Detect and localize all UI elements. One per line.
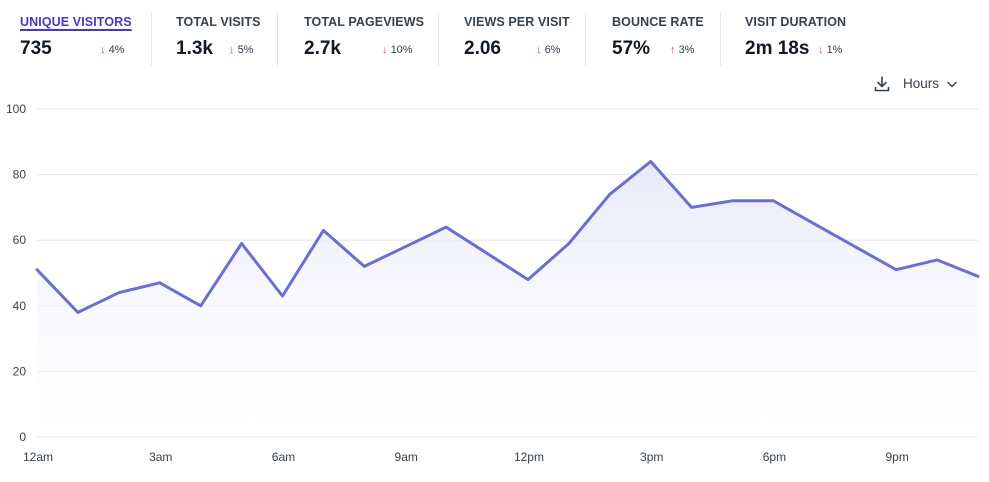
metric-change: ↑ 3% bbox=[670, 44, 695, 56]
metric-label: BOUNCE RATE bbox=[612, 15, 704, 29]
y-axis: 0 20 40 60 80 100 bbox=[6, 102, 26, 444]
data-point[interactable] bbox=[975, 273, 981, 279]
x-axis: 12am 3am 6am 9am 12pm 3pm 6pm 9pm bbox=[23, 450, 909, 464]
interval-label: Hours bbox=[903, 76, 940, 91]
data-point[interactable] bbox=[770, 198, 776, 204]
data-point[interactable] bbox=[893, 267, 899, 273]
data-point[interactable] bbox=[852, 244, 858, 250]
arrow-down-icon: ↓ bbox=[229, 44, 235, 56]
arrow-down-icon: ↓ bbox=[100, 44, 106, 56]
metric-value: 2m 18s bbox=[745, 38, 810, 59]
x-tick-label: 9pm bbox=[886, 450, 909, 464]
data-point[interactable] bbox=[75, 309, 81, 315]
arrow-down-icon: ↓ bbox=[382, 44, 388, 56]
metric-value: 57% bbox=[612, 38, 651, 59]
data-point[interactable] bbox=[198, 303, 204, 309]
metric-label: UNIQUE VISITORS bbox=[20, 15, 132, 29]
metric-visit-duration[interactable]: VISIT DURATION 2m 18s ↓ 1% bbox=[745, 12, 885, 66]
chevron-down-icon bbox=[947, 70, 957, 98]
data-point[interactable] bbox=[566, 240, 572, 246]
interval-picker[interactable]: Hours bbox=[903, 70, 957, 98]
y-tick-label: 0 bbox=[19, 430, 26, 444]
metric-change: ↓ 6% bbox=[536, 44, 561, 56]
metric-total-pageviews[interactable]: TOTAL PAGEVIEWS 2.7k ↓ 10% bbox=[304, 12, 439, 66]
metric-value: 735 bbox=[20, 38, 52, 59]
arrow-up-icon: ↑ bbox=[670, 44, 676, 56]
metric-views-per-visit[interactable]: VIEWS PER VISIT 2.06 ↓ 6% bbox=[464, 12, 586, 66]
data-point[interactable] bbox=[443, 224, 449, 230]
metrics-bar: UNIQUE VISITORS 735 ↓ 4% TOTAL VISITS 1.… bbox=[0, 0, 989, 70]
metric-total-visits[interactable]: TOTAL VISITS 1.3k ↓ 5% bbox=[176, 12, 278, 66]
data-point[interactable] bbox=[239, 240, 245, 246]
metric-label: VIEWS PER VISIT bbox=[464, 15, 570, 29]
metric-value: 2.06 bbox=[464, 38, 501, 59]
metric-change: ↓ 1% bbox=[818, 44, 843, 56]
data-point[interactable] bbox=[320, 227, 326, 233]
arrow-down-icon: ↓ bbox=[536, 44, 542, 56]
x-tick-label: 6pm bbox=[763, 450, 786, 464]
x-tick-label: 3pm bbox=[640, 450, 663, 464]
x-tick-label: 6am bbox=[272, 450, 295, 464]
arrow-down-icon: ↓ bbox=[818, 44, 824, 56]
data-point[interactable] bbox=[361, 263, 367, 269]
metric-label: VISIT DURATION bbox=[745, 15, 847, 29]
metric-change: ↓ 5% bbox=[229, 44, 254, 56]
data-point[interactable] bbox=[934, 257, 940, 263]
metric-label: TOTAL VISITS bbox=[176, 15, 261, 29]
y-tick-label: 100 bbox=[6, 102, 26, 116]
metric-unique-visitors[interactable]: UNIQUE VISITORS 735 ↓ 4% bbox=[20, 12, 152, 66]
metric-value: 2.7k bbox=[304, 38, 341, 59]
x-tick-label: 12am bbox=[23, 450, 53, 464]
chart-toolbar: Hours bbox=[849, 70, 989, 98]
data-point[interactable] bbox=[484, 250, 490, 256]
data-point[interactable] bbox=[116, 290, 122, 296]
series-area bbox=[37, 161, 978, 437]
x-tick-label: 9am bbox=[395, 450, 418, 464]
metric-value: 1.3k bbox=[176, 38, 213, 59]
x-tick-label: 12pm bbox=[514, 450, 544, 464]
data-point[interactable] bbox=[157, 280, 163, 286]
metric-change: ↓ 10% bbox=[382, 44, 413, 56]
data-point[interactable] bbox=[730, 198, 736, 204]
visitors-chart: 0 20 40 60 80 100 12am 3am 6am 9am 12pm 3pm 6pm 9pm bbox=[6, 102, 981, 464]
data-point[interactable] bbox=[525, 277, 531, 283]
y-tick-label: 80 bbox=[13, 168, 27, 182]
data-point[interactable] bbox=[648, 158, 654, 164]
download-icon[interactable] bbox=[873, 75, 891, 93]
metric-label: TOTAL PAGEVIEWS bbox=[304, 15, 425, 29]
metric-bounce-rate[interactable]: BOUNCE RATE 57% ↑ 3% bbox=[612, 12, 721, 66]
data-point[interactable] bbox=[689, 204, 695, 210]
data-point[interactable] bbox=[607, 191, 613, 197]
x-tick-label: 3am bbox=[149, 450, 172, 464]
metric-change: ↓ 4% bbox=[100, 44, 125, 56]
data-point[interactable] bbox=[402, 244, 408, 250]
series-line bbox=[35, 160, 980, 314]
data-point[interactable] bbox=[811, 221, 817, 227]
y-tick-label: 20 bbox=[13, 364, 27, 378]
data-point[interactable] bbox=[279, 293, 285, 299]
y-tick-label: 40 bbox=[13, 299, 27, 313]
y-tick-label: 60 bbox=[13, 233, 27, 247]
data-point[interactable] bbox=[34, 267, 40, 273]
